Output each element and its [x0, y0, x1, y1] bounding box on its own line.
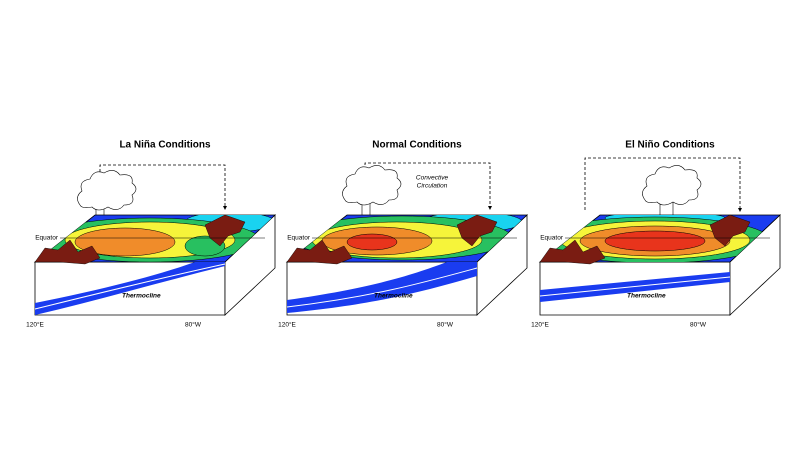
- panel-title: El Niño Conditions: [625, 140, 715, 151]
- sst-contour: [346, 233, 398, 251]
- thermocline-label: Thermocline: [122, 293, 161, 300]
- land-west: [286, 239, 353, 265]
- panel: La Niña Conditions Thermocline Equator 120°…: [26, 140, 277, 329]
- thermocline-line: [286, 267, 478, 308]
- thermocline: [35, 262, 225, 315]
- panel-title: Normal Conditions: [372, 140, 462, 151]
- panel: El Niño Conditions Thermocline Equator 120°…: [531, 140, 782, 329]
- land-west: [34, 239, 101, 265]
- cloud: [342, 165, 402, 206]
- east-label: 80°W: [185, 321, 202, 329]
- thermocline-line: [34, 263, 226, 310]
- land-west: [539, 239, 606, 265]
- west-label: 120°E: [531, 321, 549, 329]
- cloud: [77, 170, 137, 211]
- equator-label: Equator: [35, 235, 59, 242]
- panel: Normal Conditions Thermocline Equator 120°E…: [278, 140, 529, 329]
- sst-contours: [39, 215, 275, 262]
- equator-label: Equator: [287, 235, 311, 242]
- east-label: 80°W: [437, 321, 454, 329]
- thermocline-line: [539, 276, 731, 297]
- east-label: 80°W: [690, 321, 707, 329]
- note-label: Convective: [416, 175, 449, 182]
- circulation: [584, 157, 742, 212]
- west-label: 120°E: [26, 321, 44, 329]
- thermocline-label: Thermocline: [374, 293, 413, 300]
- equator-label: Equator: [540, 235, 564, 242]
- thermocline-label: Thermocline: [627, 293, 666, 300]
- sst-contour: [74, 227, 176, 257]
- panel-title: La Niña Conditions: [119, 140, 211, 151]
- note-label: Circulation: [417, 183, 448, 190]
- west-label: 120°E: [278, 321, 296, 329]
- sst-contour: [604, 230, 706, 252]
- cloud: [642, 165, 702, 206]
